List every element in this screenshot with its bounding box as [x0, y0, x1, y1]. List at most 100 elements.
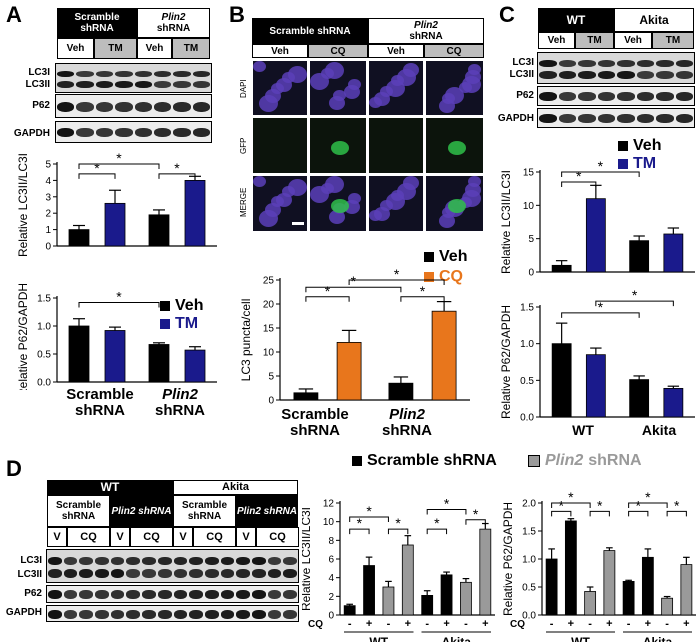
y-tick-label: 0.0: [37, 378, 51, 389]
blot-band: [192, 81, 210, 88]
blot-band: [578, 71, 596, 79]
blot-band: [675, 92, 693, 101]
significance-star: *: [116, 288, 122, 304]
bar: [431, 310, 457, 401]
significance-star: *: [357, 515, 363, 531]
blot-band: [48, 557, 62, 565]
blot-band: [48, 569, 62, 578]
cq-sign: -: [588, 618, 592, 630]
x-label-line: Scramble: [66, 386, 134, 403]
bar: [479, 528, 492, 616]
blot-band: [597, 71, 615, 79]
significance-bracket: [426, 509, 467, 515]
header-plin2-text: Plin2: [414, 20, 438, 31]
blot-band: [157, 557, 172, 565]
subheader-plin2: Plin2 shRNA: [110, 495, 173, 527]
lane-label: Veh: [538, 32, 575, 49]
legend-label-tm: TM: [633, 155, 657, 172]
y-tick-label: 0.5: [520, 376, 534, 387]
legend-label-veh: Veh: [175, 297, 204, 314]
header-scramble-shrna: Scramble shRNA: [252, 18, 368, 44]
legend-swatch-cq: [424, 272, 434, 282]
blot-label-lc3ii: LC3II: [17, 569, 42, 580]
significance-star: *: [473, 506, 479, 522]
blot-band: [189, 557, 203, 565]
microscopy-image: [309, 117, 367, 174]
cq-label: CQ: [308, 619, 323, 630]
y-tick-label: 1.5: [520, 303, 534, 314]
gfp-signal: [331, 198, 349, 213]
cq-sign: -: [464, 618, 468, 630]
blot-band: [48, 610, 62, 619]
blot-band: [283, 610, 297, 619]
blot-band: [267, 569, 282, 578]
nucleus: [325, 176, 344, 193]
significance-bracket: [595, 300, 674, 307]
y-tick-label: 1.5: [522, 527, 536, 538]
blot-band: [153, 128, 172, 137]
blot-band: [115, 71, 133, 77]
blot-label-gapdh: GAPDH: [5, 607, 42, 618]
legend-swatch-veh: [618, 141, 628, 151]
blot-band: [57, 71, 75, 77]
microscopy-image: [425, 117, 484, 174]
lane-label: Veh: [137, 38, 172, 59]
legend-item-veh: Veh: [424, 248, 467, 266]
x-label-line: Plin2: [162, 386, 198, 403]
y-axis-label: Relative P62/GAPDH: [499, 305, 513, 419]
nucleus: [253, 176, 266, 187]
blot-band: [173, 128, 191, 137]
significance-star: *: [351, 273, 357, 289]
legend-label-tm: TM: [175, 315, 199, 332]
significance-bracket: [158, 173, 196, 179]
bar: [622, 581, 635, 616]
y-tick-label: 10: [523, 201, 535, 212]
blot-band: [283, 590, 297, 599]
cq-sign: +: [443, 618, 449, 630]
lane-label: Veh: [57, 38, 94, 59]
western-blot-lc3: [46, 549, 299, 583]
significance-bracket: [589, 510, 610, 517]
blot-band: [251, 590, 266, 599]
blot-band: [134, 71, 152, 77]
bar: [363, 565, 375, 616]
blot-band: [251, 557, 266, 565]
nucleus: [386, 80, 405, 97]
blot-band: [220, 557, 235, 565]
nucleus: [403, 63, 419, 77]
y-tick-label: 4: [45, 176, 51, 187]
x-label-line: shRNA: [154, 402, 205, 419]
blot-band: [251, 610, 266, 619]
blot-band: [173, 81, 191, 88]
cq-sign: +: [568, 618, 574, 630]
blot-band: [63, 590, 78, 599]
blot-band: [95, 102, 114, 112]
blot-band: [115, 102, 133, 112]
significance-star: *: [394, 266, 400, 282]
cq-sign: +: [645, 618, 651, 630]
nucleus: [468, 176, 481, 187]
microscopy-image: [309, 60, 367, 116]
lane-label: TM: [94, 38, 137, 59]
microscopy-image: [309, 175, 367, 232]
nucleus: [310, 73, 329, 90]
y-tick-label: 0: [268, 396, 274, 406]
lane-label: CQ: [308, 44, 368, 58]
header-scramble-shrna: Scramble shRNA: [57, 8, 137, 38]
y-tick-label: 1.0: [520, 339, 534, 350]
blot-band: [157, 569, 172, 578]
blot-band: [267, 557, 282, 565]
lane-label: CQ: [424, 44, 484, 58]
significance-star: *: [636, 497, 642, 513]
blot-band: [95, 569, 109, 578]
chart-c-p62-ratio: 0.0 0.5 1.0 1.5 Relative P62/GAPDH * *: [499, 287, 695, 422]
legend-swatch-veh: [160, 301, 170, 311]
blot-band: [636, 114, 654, 123]
significance-bracket: [78, 173, 116, 179]
blot-band: [142, 569, 156, 578]
blot-label-gapdh: GAPDH: [13, 128, 50, 139]
y-tick-label: 5: [268, 372, 274, 383]
microscopy-image: [252, 117, 308, 174]
bar: [421, 595, 434, 616]
blot-band: [189, 569, 203, 578]
